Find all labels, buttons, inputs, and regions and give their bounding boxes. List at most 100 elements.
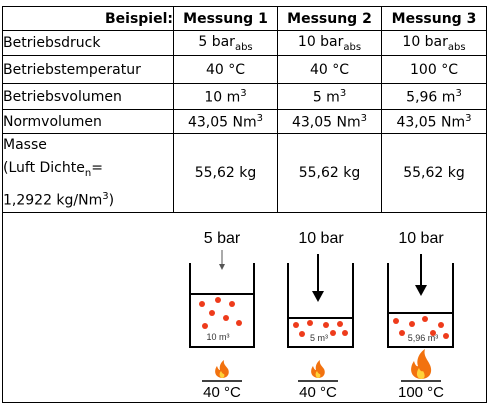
volume-superscript-3: 3 xyxy=(455,87,462,99)
temperature-cell-2: 40 °C xyxy=(277,55,382,84)
gas-dot xyxy=(399,330,405,336)
norm-volume-value-1: 43,05 Nm xyxy=(187,114,257,131)
row-label-volume: Betriebsvolumen xyxy=(2,83,174,110)
mass-cell-2: 55,62 kg xyxy=(277,132,382,214)
gas-dot xyxy=(229,301,235,307)
volume-superscript-1: 3 xyxy=(240,87,247,99)
gas-dot xyxy=(438,322,444,328)
mass-density-close: ) xyxy=(108,192,115,209)
table-row-temperature: Betriebstemperatur 40 °C 40 °C 100 °C xyxy=(2,55,487,84)
gas-dot xyxy=(323,322,329,328)
gas-dot xyxy=(307,320,313,326)
norm-volume-superscript-1: 3 xyxy=(256,112,263,124)
table-row-pressure: Betriebsdruck 5 barabs 10 barabs 10 bara… xyxy=(2,30,487,56)
norm-volume-cell-3: 43,05 Nm3 xyxy=(381,109,487,134)
volume-superscript-2: 3 xyxy=(339,87,347,99)
mass-density-text: (Luft Dichte xyxy=(3,160,85,176)
norm-volume-superscript-3: 3 xyxy=(465,112,472,124)
gas-dot xyxy=(422,316,428,322)
volume-value-1: 10 m xyxy=(204,89,241,106)
cylinder-3-pressure-label: 10 bar xyxy=(398,230,444,247)
pressure-cell-3: 10 barabs xyxy=(381,30,487,56)
mass-label-line-3: 1,2922 kg/Nm3) xyxy=(3,185,173,213)
illustration-cell xyxy=(2,212,487,404)
mass-label-line-2: (Luft Dichten= xyxy=(3,157,173,185)
cylinder-1-small-arrowhead xyxy=(219,264,225,270)
table-row-volume: Betriebsvolumen 10 m3 5 m3 5,96 m3 xyxy=(2,83,487,110)
table-row-mass: Masse (Luft Dichten= 1,2922 kg/Nm3) 55,6… xyxy=(2,132,487,214)
cylinder-2-pressure-label: 10 bar xyxy=(298,230,344,247)
cylinder-1-temperature-label: 40 °C xyxy=(203,384,241,401)
volume-cell-3: 5,96 m3 xyxy=(381,83,487,110)
gas-dot xyxy=(393,318,399,324)
volume-cell-1: 10 m3 xyxy=(173,83,278,110)
pressure-cell-2: 10 barabs xyxy=(277,30,382,56)
gas-dot xyxy=(409,321,415,327)
comparison-table: Beispiel: Messung 1 Messung 2 Messung 3 … xyxy=(2,6,487,404)
cylinder-2-outline xyxy=(287,263,354,348)
mass-density-superscript: 3 xyxy=(102,190,109,202)
mass-density-value: 1,2922 kg/Nm xyxy=(3,192,103,209)
cylinder-1-group: 5 bar 10 m³ 40 °C xyxy=(189,230,255,401)
gas-dot xyxy=(202,323,208,329)
cylinder-3-temperature-label: 100 °C xyxy=(398,384,444,401)
cylinder-1-volume-label: 10 m³ xyxy=(206,332,229,342)
gas-dot xyxy=(337,321,343,327)
cylinder-2-gas-dots xyxy=(293,320,348,337)
gas-dot xyxy=(330,330,336,336)
row-label-mass: Masse (Luft Dichten= 1,2922 kg/Nm3) xyxy=(2,132,174,214)
cylinder-3-outline xyxy=(387,263,454,348)
pressure-value-2: 10 bar xyxy=(297,33,344,50)
cylinder-3-gas-dots xyxy=(393,316,449,339)
header-cell-measurement-3: Messung 3 xyxy=(381,6,487,31)
norm-volume-value-2: 43,05 Nm xyxy=(291,114,361,131)
gas-dot xyxy=(215,297,221,303)
cylinder-1-gas-dots xyxy=(199,297,242,329)
gas-dot xyxy=(209,310,215,316)
gas-dot xyxy=(299,331,305,337)
header-cell-example: Beispiel: xyxy=(2,6,174,31)
cylinder-2-group: 10 bar 5 m³ 40 °C xyxy=(287,230,354,401)
temperature-cell-3: 100 °C xyxy=(381,55,487,84)
cylinder-2-flame-icon xyxy=(311,360,325,378)
volume-value-2: 5 m xyxy=(312,89,340,106)
cylinder-1-flame-icon xyxy=(215,360,229,378)
gas-dot xyxy=(199,301,205,307)
gas-dot xyxy=(443,333,449,339)
pressure-value-3: 10 bar xyxy=(402,33,448,50)
cylinder-3-group: 10 bar 5,96 m³ 100 °C xyxy=(387,230,454,401)
mass-cell-1: 55,62 kg xyxy=(173,132,278,214)
table-row-norm-volume: Normvolumen 43,05 Nm3 43,05 Nm3 43,05 Nm… xyxy=(2,109,487,134)
cylinder-2-volume-label: 5 m³ xyxy=(310,333,328,343)
cylinder-2-temperature-label: 40 °C xyxy=(299,384,337,401)
pressure-subscript-2: abs xyxy=(343,41,362,53)
mass-density-equals: = xyxy=(91,160,103,176)
norm-volume-superscript-2: 3 xyxy=(360,112,367,124)
pressure-subscript-3: abs xyxy=(447,41,466,53)
gas-dot xyxy=(236,320,242,326)
norm-volume-cell-2: 43,05 Nm3 xyxy=(277,109,382,134)
table-row-illustration xyxy=(2,212,487,404)
cylinder-2-arrowhead xyxy=(312,291,324,302)
volume-value-3: 5,96 m xyxy=(406,89,456,106)
cylinder-3-flame-icon xyxy=(411,349,432,379)
pressure-value-1: 5 bar xyxy=(198,33,235,50)
mass-density-subscript: n xyxy=(84,167,92,179)
norm-volume-cell-1: 43,05 Nm3 xyxy=(173,109,278,134)
gas-dot xyxy=(223,315,229,321)
cylinder-1-pressure-label: 5 bar xyxy=(204,230,241,247)
cylinder-3-arrowhead xyxy=(415,285,427,296)
header-row: Beispiel: Messung 1 Messung 2 Messung 3 xyxy=(2,6,487,31)
mass-cell-3: 55,62 kg xyxy=(381,132,487,214)
gas-dot xyxy=(293,322,299,328)
row-label-norm-volume: Normvolumen xyxy=(2,109,174,134)
volume-cell-2: 5 m3 xyxy=(277,83,382,110)
pressure-subscript-1: abs xyxy=(234,41,253,53)
gas-dot xyxy=(342,330,348,336)
row-label-temperature: Betriebstemperatur xyxy=(2,55,174,84)
mass-label-line-1: Masse xyxy=(3,137,47,153)
header-cell-measurement-1: Messung 1 xyxy=(173,6,278,31)
gas-dot xyxy=(430,330,436,336)
norm-volume-value-3: 43,05 Nm xyxy=(396,114,466,131)
